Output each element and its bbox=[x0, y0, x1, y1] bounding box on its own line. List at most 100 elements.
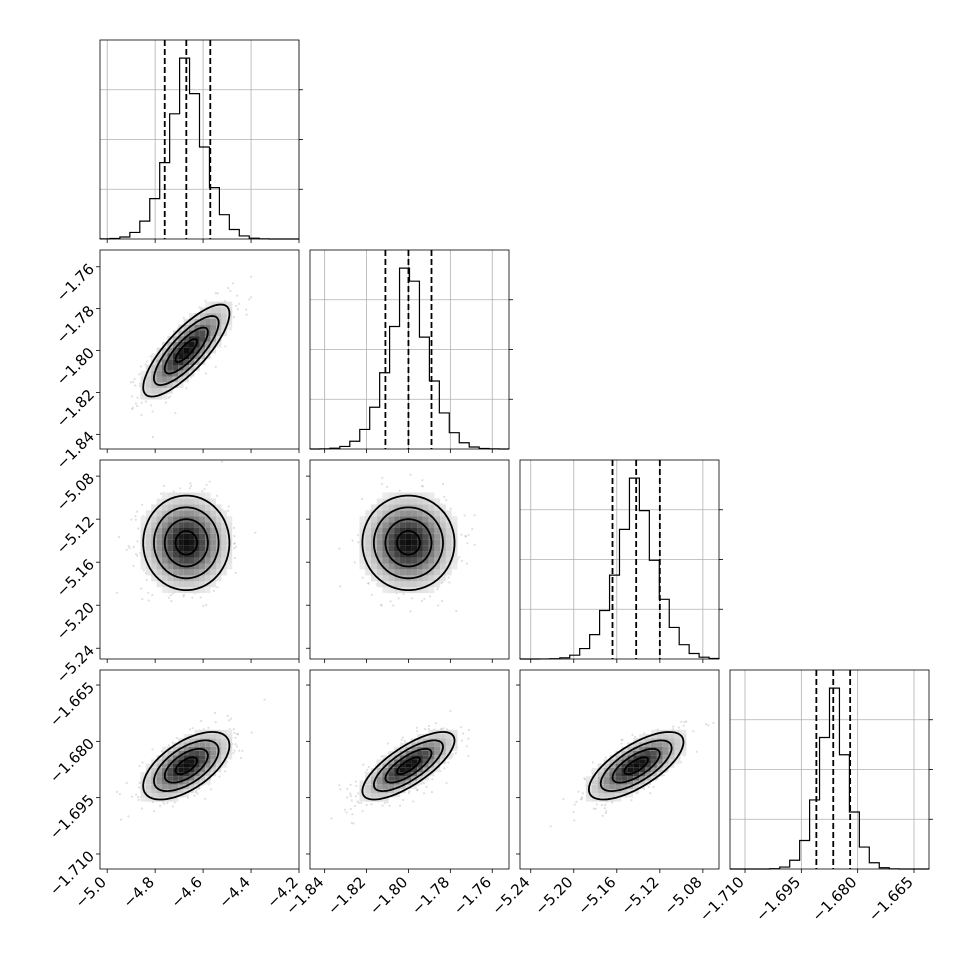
scatter-point bbox=[249, 296, 253, 299]
density-cell bbox=[151, 575, 157, 582]
density-cell bbox=[145, 772, 152, 777]
scatter-point bbox=[356, 534, 360, 537]
density-cell bbox=[162, 575, 168, 582]
density-cell bbox=[394, 575, 400, 582]
scatter-point bbox=[463, 514, 466, 517]
density-cell bbox=[445, 545, 452, 552]
y-tick-label: −1.76 bbox=[53, 260, 98, 305]
scatter-point bbox=[144, 400, 147, 403]
density-cell bbox=[428, 575, 435, 582]
density-cell bbox=[226, 734, 233, 739]
density-cell bbox=[382, 557, 389, 564]
scatter-point bbox=[189, 482, 192, 485]
density-cell bbox=[210, 318, 216, 325]
density-cell bbox=[417, 780, 423, 785]
density-cell bbox=[194, 776, 200, 781]
density-cell bbox=[422, 492, 429, 499]
density-cell bbox=[167, 347, 173, 354]
density-cell bbox=[205, 759, 211, 764]
density-cell bbox=[371, 563, 377, 570]
density-cell bbox=[376, 504, 383, 511]
density-cell bbox=[167, 776, 173, 781]
density-cell bbox=[172, 498, 179, 505]
density-cell bbox=[167, 793, 173, 798]
density-cell bbox=[359, 522, 366, 528]
scatter-point bbox=[185, 387, 188, 390]
density-cell bbox=[221, 557, 227, 564]
scatter-point bbox=[135, 553, 138, 556]
density-cell bbox=[376, 510, 383, 517]
scatter-point bbox=[162, 484, 166, 487]
density-cell bbox=[451, 522, 458, 528]
scatter-point bbox=[366, 582, 370, 585]
density-cell bbox=[178, 755, 184, 760]
scatter-point bbox=[355, 784, 358, 788]
density-cell bbox=[178, 569, 184, 576]
density-cell bbox=[183, 581, 189, 588]
density-cell bbox=[156, 353, 162, 360]
density-cell bbox=[189, 318, 195, 325]
density-cell bbox=[388, 581, 395, 588]
scatter-point bbox=[248, 298, 251, 301]
scatter-point bbox=[380, 482, 384, 486]
density-cell bbox=[394, 763, 400, 768]
density-cell bbox=[172, 751, 179, 756]
density-cell bbox=[388, 569, 395, 576]
density-cell bbox=[172, 789, 179, 794]
scatter-point bbox=[230, 717, 233, 720]
density-cell bbox=[156, 793, 162, 798]
y-tick-label: −1.78 bbox=[53, 302, 98, 347]
density-cell bbox=[376, 581, 383, 588]
scatter-point bbox=[436, 588, 439, 591]
scatter-point bbox=[631, 733, 634, 737]
density-cell bbox=[172, 364, 179, 371]
y-tick-label: −5.16 bbox=[53, 555, 98, 600]
density-cell bbox=[371, 776, 377, 781]
density-cell bbox=[178, 545, 184, 552]
density-cell bbox=[388, 545, 395, 552]
density-cell bbox=[210, 504, 216, 511]
scatter-point bbox=[128, 546, 131, 550]
density-cell bbox=[376, 776, 383, 781]
density-cell bbox=[417, 738, 423, 743]
density-cell bbox=[178, 742, 184, 747]
density-cell bbox=[167, 516, 173, 523]
density-cell bbox=[376, 522, 383, 528]
density-cell bbox=[394, 557, 400, 564]
density-cell bbox=[216, 336, 222, 342]
scatter-point bbox=[370, 803, 373, 806]
density-cell bbox=[388, 587, 395, 594]
scatter-point bbox=[357, 801, 360, 805]
density-cell bbox=[189, 510, 195, 517]
scatter-point bbox=[467, 737, 470, 740]
scatter-point bbox=[386, 485, 389, 488]
scatter-point bbox=[134, 515, 137, 518]
density-cell bbox=[156, 763, 162, 768]
density-cell bbox=[365, 545, 371, 552]
density-cell bbox=[394, 776, 400, 781]
density-cell bbox=[221, 534, 227, 540]
density-cell bbox=[178, 776, 184, 781]
density-cell bbox=[434, 563, 441, 570]
density-cell bbox=[399, 498, 406, 505]
scatter-point bbox=[240, 756, 243, 760]
density-cell bbox=[365, 772, 371, 777]
density-cell bbox=[140, 516, 146, 523]
density-cell bbox=[210, 510, 216, 517]
density-cell bbox=[216, 755, 222, 760]
density-cell bbox=[216, 313, 222, 319]
contour-level-3 bbox=[152, 315, 220, 387]
density-cell bbox=[145, 557, 152, 564]
contour-level-4 bbox=[361, 494, 456, 591]
density-cell bbox=[411, 763, 418, 768]
density-cell bbox=[216, 307, 222, 314]
contour-level-2 bbox=[163, 518, 209, 568]
density-cell bbox=[199, 504, 206, 511]
density-cell bbox=[445, 522, 452, 528]
density-cell bbox=[194, 587, 200, 594]
scatter-point bbox=[420, 485, 423, 488]
density-cell bbox=[162, 780, 168, 785]
density-cell bbox=[365, 557, 371, 564]
density-cell bbox=[428, 742, 435, 747]
contour-level-3 bbox=[373, 506, 444, 580]
